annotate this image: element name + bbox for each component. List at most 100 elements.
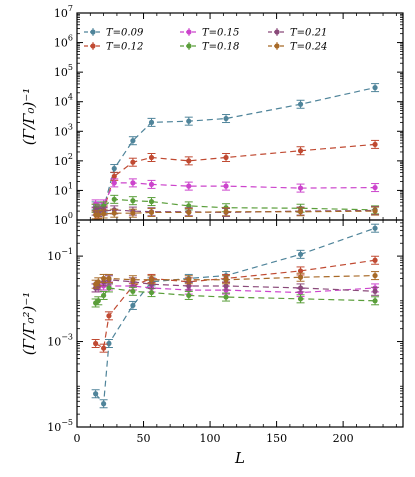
legend-label: T=0.15 xyxy=(202,28,239,39)
legend: T=0.09 T=0.12 T=0.15 T=0.18 T=0.21 T=0.24 xyxy=(84,28,327,53)
top-panel: 100101102103104105106107(Γ/Γ₀)⁻¹T=0.09T=… xyxy=(20,4,404,227)
data-point xyxy=(148,277,155,283)
series-T-0-15 xyxy=(91,178,380,212)
data-point xyxy=(186,209,192,216)
data-point xyxy=(186,118,192,124)
y-tick-label: 10−1 xyxy=(47,247,73,263)
legend-item: T=0.09 xyxy=(84,28,144,39)
data-point xyxy=(101,211,107,217)
data-point xyxy=(130,210,136,216)
series-line xyxy=(95,279,376,292)
data-point xyxy=(130,288,136,294)
legend-item: T=0.15 xyxy=(180,28,239,39)
data-point xyxy=(101,292,107,299)
data-point xyxy=(297,148,304,154)
legend-label: T=0.09 xyxy=(106,28,144,39)
data-point xyxy=(223,209,229,215)
x-tick-label: 100 xyxy=(200,432,221,445)
data-point xyxy=(297,289,304,296)
series-line xyxy=(95,182,376,208)
bottom-panel: 10−5 10−3 10−1 0 50 100 150 200 (Γ/Γ₀²)⁻¹ L xyxy=(20,219,404,467)
data-point xyxy=(111,196,117,202)
x-tick-label: 0 xyxy=(74,432,81,445)
data-point xyxy=(130,198,136,204)
data-point xyxy=(111,165,117,172)
x-axis-label: L xyxy=(234,449,245,467)
series-T-0-24 xyxy=(91,271,380,289)
x-ticks xyxy=(76,13,397,220)
legend-swatch-marker xyxy=(90,29,96,35)
y-tick-label: 101 xyxy=(54,181,73,197)
data-point xyxy=(186,183,192,189)
legend-item: T=0.21 xyxy=(268,28,327,39)
y-axis-label: (Γ/Γ₀)⁻¹ xyxy=(20,88,38,146)
data-point xyxy=(223,183,229,189)
data-point xyxy=(297,268,304,274)
data-point xyxy=(148,154,155,161)
data-point xyxy=(223,283,229,289)
legend-label: T=0.24 xyxy=(290,42,327,53)
data-point xyxy=(223,154,229,161)
data-point xyxy=(101,401,107,407)
y-minor-ticks xyxy=(77,222,403,415)
series-line xyxy=(95,87,376,214)
legend-label: T=0.18 xyxy=(202,42,239,53)
data-point xyxy=(106,313,112,319)
data-point xyxy=(372,208,378,214)
data-point xyxy=(95,212,101,218)
data-point xyxy=(130,138,136,144)
data-point xyxy=(101,345,107,351)
data-point xyxy=(372,225,378,231)
series-T-0-18 xyxy=(91,283,380,308)
data-point xyxy=(372,257,378,263)
data-point xyxy=(130,277,136,283)
data-point xyxy=(106,340,112,347)
data-point xyxy=(130,302,136,309)
data-point xyxy=(95,298,101,304)
y-major-ticks: 100 101 102 103 104 105 106 107 xyxy=(54,4,403,227)
data-point xyxy=(297,101,304,107)
series-line xyxy=(95,227,376,406)
data-point xyxy=(148,181,155,187)
data-point xyxy=(372,288,378,294)
series-T-0-24 xyxy=(91,206,380,220)
y-tick-label: 107 xyxy=(54,4,73,20)
data-point xyxy=(93,391,99,397)
data-point xyxy=(111,210,117,216)
data-point xyxy=(111,180,117,186)
series-T-0-09 xyxy=(91,223,380,409)
series-line xyxy=(95,143,376,215)
legend-swatch-marker xyxy=(186,29,192,35)
data-point xyxy=(223,294,229,300)
data-point xyxy=(372,272,378,279)
data-point xyxy=(130,159,136,165)
legend-label: T=0.12 xyxy=(106,42,143,53)
legend-label: T=0.21 xyxy=(290,28,327,39)
data-point xyxy=(186,292,192,299)
y-tick-label: 106 xyxy=(54,34,73,50)
data-point xyxy=(186,283,192,289)
x-ticks: 0 50 100 150 200 xyxy=(74,220,397,445)
legend-item: T=0.12 xyxy=(84,42,143,53)
y-tick-label: 105 xyxy=(54,63,73,79)
series-line xyxy=(95,287,376,304)
data-point xyxy=(297,209,304,215)
legend-swatch-marker xyxy=(186,43,192,49)
data-point xyxy=(297,296,304,302)
y-major-ticks: 10−5 10−3 10−1 xyxy=(47,247,403,434)
legend-swatch-marker xyxy=(90,43,96,49)
data-point xyxy=(372,85,378,91)
data-point xyxy=(372,141,378,148)
series-line xyxy=(95,285,376,294)
data-point xyxy=(93,340,99,347)
data-point xyxy=(130,180,136,186)
legend-swatch-marker xyxy=(274,29,280,35)
data-point xyxy=(297,185,304,191)
y-tick-label: 10−3 xyxy=(47,333,73,349)
data-point xyxy=(297,274,304,280)
data-point xyxy=(148,289,155,296)
data-point xyxy=(186,203,192,209)
y-tick-label: 10−5 xyxy=(47,418,73,434)
data-point xyxy=(106,285,112,291)
